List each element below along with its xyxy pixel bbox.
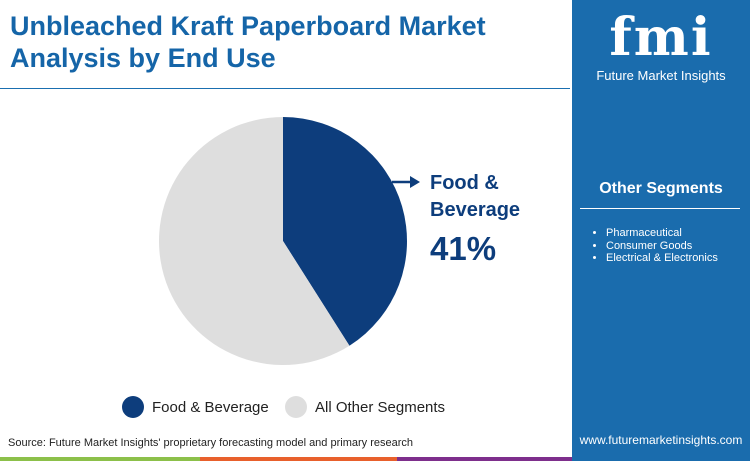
other-segments-list: Pharmaceutical Consumer Goods Electrical… <box>594 227 718 265</box>
other-segments-heading: Other Segments <box>599 180 723 197</box>
footer-bar-orange <box>200 457 397 461</box>
callout-label: Food & Beverage <box>430 172 521 221</box>
logo-mark: fmi <box>609 7 713 68</box>
footer-bar-green <box>0 457 200 461</box>
legend-label: Food & Beverage <box>152 398 269 416</box>
pie-slice-all-other-segments <box>158 117 350 365</box>
legend-swatch <box>122 396 144 418</box>
pie-slice-food-beverage <box>283 117 407 346</box>
legend-item-food: Food & Beverage <box>122 396 269 418</box>
footer-bar-purple <box>397 457 572 461</box>
list-item: Consumer Goods <box>606 240 718 253</box>
pie-chart <box>158 117 407 365</box>
page-title: Unbleached Kraft Paperboard Market Analy… <box>10 11 486 73</box>
arrow-icon <box>392 176 420 188</box>
website-link[interactable]: www.futuremarketinsights.com <box>579 433 743 447</box>
legend-swatch <box>285 396 307 418</box>
legend-label: All Other Segments <box>315 398 446 416</box>
title-divider <box>0 88 570 89</box>
other-segments-divider <box>580 208 740 209</box>
list-item: Electrical & Electronics <box>606 252 718 265</box>
fmi-logo: fmi Future Market Insights <box>572 7 750 84</box>
callout-value: 41% <box>430 230 497 267</box>
side-panel: fmi Future Market Insights Other Segment… <box>572 0 750 461</box>
legend-item-other: All Other Segments <box>285 396 445 418</box>
list-item: Pharmaceutical <box>606 227 718 240</box>
logo-name: Future Market Insights <box>596 68 726 83</box>
source-note: Source: Future Market Insights' propriet… <box>8 437 413 449</box>
